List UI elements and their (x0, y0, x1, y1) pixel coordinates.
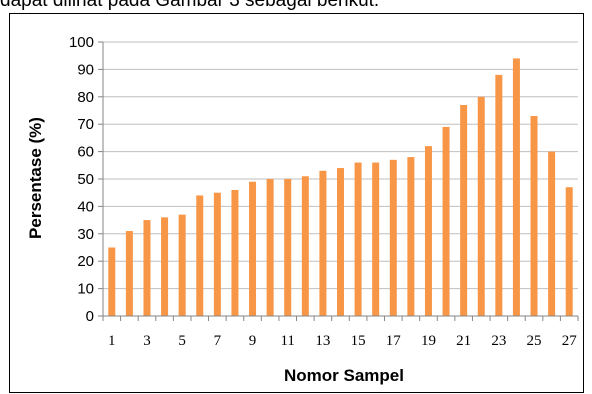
bar-sample-19 (424, 146, 432, 316)
bar-sample-13 (319, 170, 327, 316)
y-tick-label: 80 (77, 89, 94, 106)
y-tick-label: 10 (77, 281, 94, 298)
x-axis-title: Nomor Sampel (284, 366, 404, 385)
x-tick-label: 21 (456, 333, 471, 349)
x-tick-label: 3 (143, 333, 151, 349)
x-tick-label: 11 (280, 333, 294, 349)
x-tick-label: 13 (315, 333, 330, 349)
bar-sample-27 (565, 187, 573, 316)
bars (108, 58, 573, 317)
bar-sample-23 (495, 74, 503, 316)
bar-sample-7 (213, 192, 221, 316)
x-tick-labels: 1 3 5 7 9 11 13 15 17 19 21 23 25 27 (108, 333, 577, 349)
bar-sample-22 (477, 96, 485, 316)
bar-sample-18 (407, 157, 415, 316)
bar-sample-14 (337, 168, 344, 316)
x-tick-label: 5 (178, 333, 186, 349)
y-tick-label: 30 (77, 226, 94, 243)
x-tick-label: 7 (214, 333, 222, 349)
y-tick-label: 70 (77, 116, 94, 133)
y-axis-title: Persentase (%) (26, 117, 45, 239)
bar-sample-9 (249, 181, 257, 316)
y-tick-label: 20 (77, 253, 94, 270)
bar-sample-3 (143, 220, 151, 316)
bar-sample-5 (178, 214, 186, 316)
bar-sample-25 (530, 115, 538, 316)
x-tick-label: 27 (562, 333, 578, 349)
x-tick-label: 25 (527, 333, 542, 349)
bar-sample-20 (442, 126, 450, 316)
x-tick-label: 1 (108, 333, 116, 349)
y-tick-label: 50 (77, 171, 94, 188)
bar-sample-16 (372, 162, 380, 316)
y-tick-label: 60 (77, 144, 94, 161)
x-tick-label: 9 (249, 333, 257, 349)
y-tick-label: 40 (77, 198, 94, 215)
bar-sample-10 (266, 179, 274, 316)
chart-frame: 0 10 20 30 40 50 60 70 80 90 100 1 3 5 7 9 11 13 15 17 19 21… (9, 13, 584, 393)
bar-sample-17 (389, 159, 397, 316)
bar-sample-12 (301, 176, 309, 316)
bar-sample-4 (161, 217, 169, 316)
x-tick-label: 19 (421, 333, 436, 349)
bar-sample-2 (125, 231, 133, 316)
page-header-text: dapat dilihat pada Gambar 3 sebagai beri… (0, 0, 380, 11)
y-tick-labels: 0 10 20 30 40 50 60 70 80 90 100 (69, 34, 103, 325)
x-tick-label: 15 (351, 333, 366, 349)
bar-sample-26 (548, 151, 556, 316)
y-tick-label: 90 (77, 61, 94, 78)
bar-sample-1 (108, 247, 116, 316)
bar-sample-8 (231, 189, 239, 316)
x-tick-label: 17 (386, 333, 402, 349)
bar-sample-11 (284, 179, 292, 316)
bar-sample-15 (354, 162, 362, 316)
y-tick-label: 0 (86, 308, 94, 325)
bar-sample-6 (196, 195, 204, 316)
y-tick-label: 100 (69, 34, 94, 51)
bar-sample-24 (512, 58, 520, 316)
bar-sample-21 (460, 105, 468, 317)
x-tick-label: 23 (491, 333, 506, 349)
